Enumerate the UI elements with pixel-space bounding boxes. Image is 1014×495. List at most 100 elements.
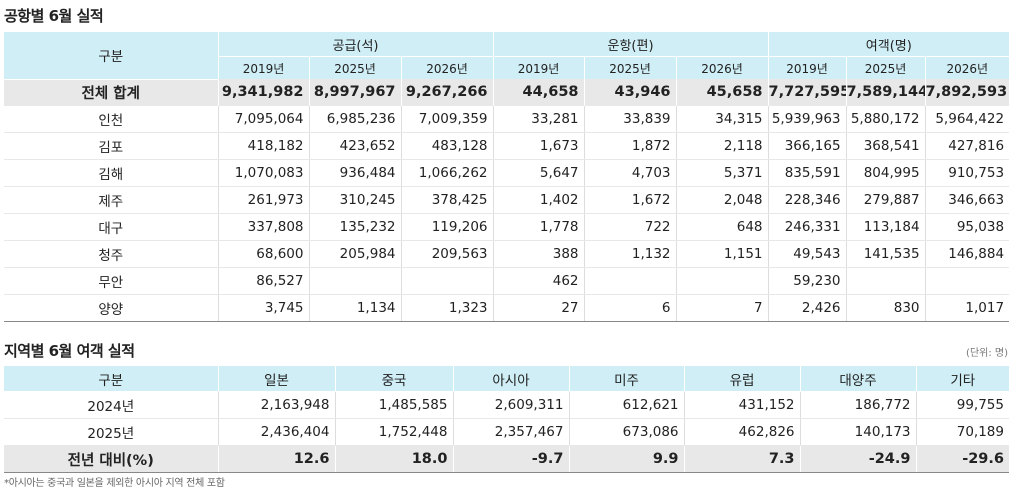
table-year-header-row: 2019년 2025년 2026년 2019년 2025년 2026년 2019… [4, 56, 1010, 79]
table-cell: 612,621 [568, 391, 684, 419]
table-cell: 5,964,422 [924, 105, 1010, 133]
table-row: 전체 합계 9,341,982 8,997,967 9,267,266 44,658 43… [4, 79, 1010, 106]
table-cell: 368,541 [845, 132, 926, 160]
table-row: 제주 261,973 310,245 378,425 1,402 1,672 2,048 22… [4, 186, 1010, 214]
table-cell: 113,184 [845, 213, 926, 241]
airport-performance-table: 구분 공급(석) 운항(편) 여객(명) 2019년 2025년 2026년 2… [4, 32, 1010, 322]
table-row: 무안 86,527 462 59,230 [4, 267, 1010, 295]
table-row: 김포 418,182 423,652 483,128 1,673 1,872 2,118 36… [4, 132, 1010, 160]
row-label: 인천 [4, 105, 218, 133]
table-cell [924, 267, 1010, 295]
header-other: 기타 [915, 366, 1009, 392]
table-cell: 7,009,359 [400, 105, 494, 133]
header-year: 2025년 [845, 56, 926, 79]
row-label: 김포 [4, 132, 218, 160]
table-cell: 483,128 [400, 132, 494, 160]
table-cell: 18.0 [334, 445, 453, 473]
table-cell: 804,995 [845, 159, 926, 187]
table-cell: 7 [675, 294, 769, 322]
table-cell: 1,673 [492, 132, 585, 160]
table-cell: 346,663 [924, 186, 1010, 214]
table-cell: 2,357,467 [452, 418, 569, 446]
header-year: 2019년 [767, 56, 847, 79]
table-cell: 141,535 [845, 240, 926, 268]
table-cell [675, 267, 769, 295]
header-americas: 미주 [568, 366, 684, 392]
table-cell [400, 267, 494, 295]
table-cell: 1,752,448 [334, 418, 453, 446]
table-cell: 68,600 [217, 240, 309, 268]
table-cell: 1,066,262 [400, 159, 494, 187]
table-cell: 59,230 [767, 267, 847, 295]
table-row: 전년 대비(%) 12.6 18.0 -9.7 9.9 7.3 -24.9 -29.6 [4, 445, 1009, 473]
table-cell: 6 [583, 294, 677, 322]
table-cell: 86,527 [217, 267, 309, 295]
table-cell: 2,048 [675, 186, 769, 214]
table-cell: 5,647 [492, 159, 585, 187]
table-cell: 673,086 [568, 418, 684, 446]
table-cell: 43,946 [583, 79, 677, 106]
row-label: 청주 [4, 240, 218, 268]
table-cell: 4,703 [583, 159, 677, 187]
footnote: *아시아는 중국과 일본을 제외한 아시아 지역 전체 포함 [4, 478, 225, 489]
table-header-row: 구분 공급(석) 운항(편) 여객(명) [4, 32, 1010, 80]
table-cell: 70,189 [915, 418, 1009, 446]
table-cell: 1,485,585 [334, 391, 453, 419]
table-cell: 5,880,172 [845, 105, 926, 133]
table-cell: 135,232 [308, 213, 401, 241]
row-label: 전년 대비(%) [4, 445, 218, 473]
table-cell: 2,163,948 [217, 391, 335, 419]
table-cell: 2,426 [767, 294, 847, 322]
table-cell: 722 [583, 213, 677, 241]
table-cell: 186,772 [799, 391, 916, 419]
table-cell: 140,173 [799, 418, 916, 446]
table-cell: 423,652 [308, 132, 401, 160]
table-cell: 228,346 [767, 186, 847, 214]
table-cell: 2,436,404 [217, 418, 335, 446]
table-cell: 7,727,595 [767, 79, 847, 106]
header-passengers: 여객(명) [767, 32, 1010, 57]
header-china: 중국 [334, 366, 453, 392]
table-cell: 7,892,593 [924, 79, 1010, 106]
table-cell: 366,165 [767, 132, 847, 160]
table-cell: 205,984 [308, 240, 401, 268]
region-table-title: 지역별 6월 여객 실적 [4, 342, 135, 360]
table-cell: 33,839 [583, 105, 677, 133]
table-cell: 261,973 [217, 186, 309, 214]
table-cell [583, 267, 677, 295]
table-cell: 119,206 [400, 213, 494, 241]
row-label: 대구 [4, 213, 218, 241]
table-cell: 95,038 [924, 213, 1010, 241]
table-cell: 835,591 [767, 159, 847, 187]
header-flights: 운항(편) [492, 32, 769, 57]
table-cell: 648 [675, 213, 769, 241]
airport-table-title: 공항별 6월 실적 [4, 7, 104, 25]
table-cell: 1,070,083 [217, 159, 309, 187]
header-europe: 유럽 [683, 366, 800, 392]
table-cell: 1,402 [492, 186, 585, 214]
region-passenger-table: 구분 일본 중국 아시아 미주 유럽 대양주 기타 2024년 2,163,948… [4, 366, 1009, 473]
table-cell: 27 [492, 294, 585, 322]
table-cell: 12.6 [217, 445, 335, 473]
table-cell: 1,778 [492, 213, 585, 241]
table-cell: 279,887 [845, 186, 926, 214]
header-year: 2019년 [492, 56, 585, 79]
table-cell: 1,672 [583, 186, 677, 214]
table-cell: 1,017 [924, 294, 1010, 322]
header-year: 2026년 [400, 56, 494, 79]
header-year: 2026년 [675, 56, 769, 79]
table-cell [845, 267, 926, 295]
table-cell: 462,826 [683, 418, 800, 446]
table-cell: 2,118 [675, 132, 769, 160]
table-header-row: 구분 일본 중국 아시아 미주 유럽 대양주 기타 [4, 366, 1009, 392]
table-cell: 5,371 [675, 159, 769, 187]
table-cell: 427,816 [924, 132, 1010, 160]
table-cell: 431,152 [683, 391, 800, 419]
row-label: 양양 [4, 294, 218, 322]
table-cell: 2,609,311 [452, 391, 569, 419]
table-cell: 3,745 [217, 294, 309, 322]
row-label: 제주 [4, 186, 218, 214]
table-cell: 1,151 [675, 240, 769, 268]
table-row: 양양 3,745 1,134 1,323 27 6 7 2,426 830 1,017 [4, 294, 1010, 322]
header-year: 2025년 [308, 56, 401, 79]
